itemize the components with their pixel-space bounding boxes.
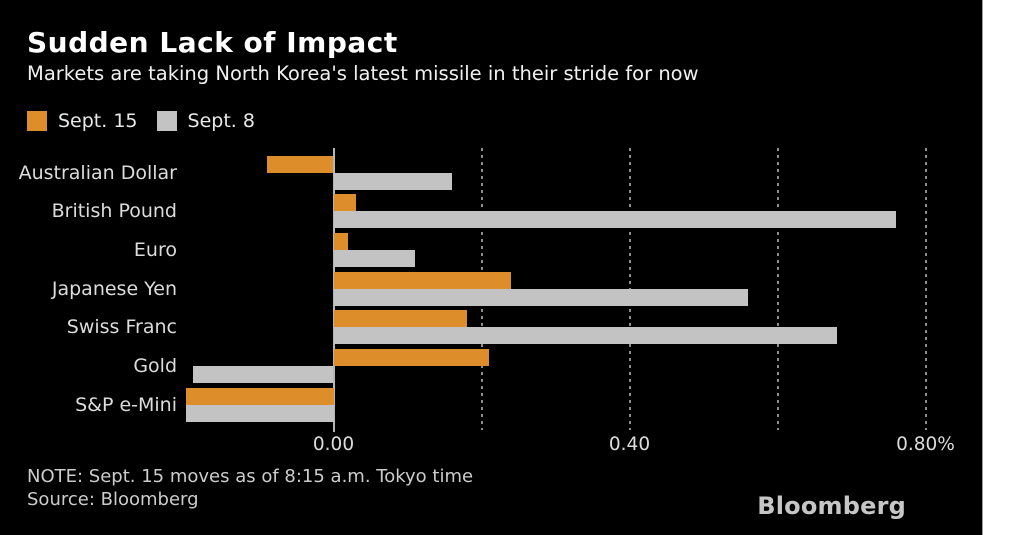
bar-gold-sept-8 [192,366,334,383]
legend: Sept. 15 Sept. 8 [27,110,274,132]
chart-subtitle: Markets are taking North Korea's latest … [27,62,699,85]
bar-japanese-yen-sept-8 [333,288,748,306]
legend-item: Sept. 8 [156,110,255,132]
bar-british-pound-sept-8 [333,211,896,229]
bar-swiss-franc-sept-15 [333,310,467,328]
category-label: Euro [133,238,177,261]
legend-label: Sept. 15 [58,110,138,132]
category-label: Swiss Franc [66,316,177,339]
category-label: Gold [133,355,177,377]
bar-british-pound-sept-15 [333,194,356,212]
chart-title: Sudden Lack of Impact [27,26,398,59]
bar-euro-sept-8 [333,249,415,267]
chart-note: NOTE: Sept. 15 moves as of 8:15 a.m. Tok… [27,466,474,487]
bar-euro-sept-15 [333,232,349,250]
plot-area: Australian Dollar British Pound Euro Japane… [18,148,955,455]
chart-panel: Sudden Lack of Impact Markets are taking… [0,0,982,535]
bar-swiss-franc-sept-8 [333,327,837,345]
bar-s-p-e-mini-sept-8 [185,404,334,422]
category-label: Australian Dollar [18,161,177,184]
bar-gold-sept-15 [333,349,489,366]
category-label: Japanese Yen [51,277,177,300]
x-tick-label: 0.40 [608,434,651,455]
legend-item: Sept. 15 [27,110,138,132]
gridline [776,148,779,430]
category-label: S&P e-Mini [75,393,177,416]
category-label: British Pound [51,200,177,223]
bar-australian-dollar-sept-8 [333,172,452,190]
legend-swatch-icon [27,111,47,131]
bar-s-p-e-mini-sept-15 [185,387,334,405]
gridline [924,148,927,430]
bar-australian-dollar-sept-15 [266,155,334,173]
legend-swatch-icon [156,111,177,131]
x-tick-label: 0.80% [896,434,955,455]
x-tick-label: 0.00 [312,434,355,455]
right-margin [982,0,1024,535]
bar-japanese-yen-sept-15 [333,271,512,289]
legend-label: Sept. 8 [187,110,255,132]
chart-source: Source: Bloomberg [27,489,199,510]
bloomberg-logo: Bloomberg [757,492,906,520]
